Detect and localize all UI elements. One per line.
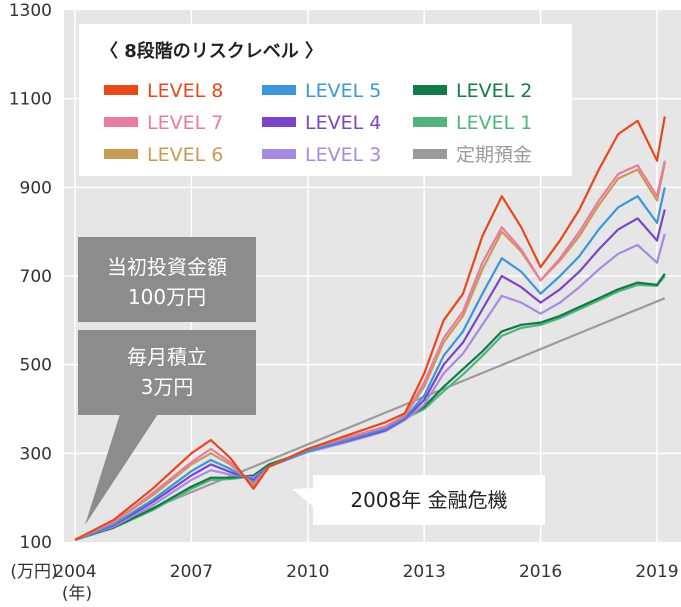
legend-box xyxy=(79,24,572,176)
series-line xyxy=(74,209,666,541)
series-line xyxy=(74,116,666,541)
x-axis-unit-label: (年) xyxy=(62,584,92,604)
series-line xyxy=(74,162,666,541)
y-tick-label: 700 xyxy=(20,267,52,287)
callout-monthly-investment: 毎月積立 3万円 xyxy=(78,330,256,525)
x-tick-label: 2016 xyxy=(519,562,562,582)
legend-swatch xyxy=(104,85,138,95)
x-tick-label: 2013 xyxy=(403,562,446,582)
callout-monthly-line-1: 毎月積立 xyxy=(127,345,207,369)
legend-title: 〈 8段階のリスクレベル 〉 xyxy=(100,40,323,62)
callout-monthly-pointer xyxy=(85,414,158,525)
legend-label: LEVEL 3 xyxy=(305,144,381,166)
callout-initial-investment: 当初投資金額 100万円 xyxy=(78,237,256,322)
x-tick-label: 2004 xyxy=(53,562,96,582)
legend-label: LEVEL 1 xyxy=(456,112,532,134)
x-tick-label: 2010 xyxy=(286,562,329,582)
crisis-annotation: 2008年 金融危機 xyxy=(292,475,545,525)
legend-swatch xyxy=(413,117,447,127)
legend-label: LEVEL 6 xyxy=(147,144,223,166)
series-line xyxy=(74,273,666,541)
y-tick-label: 900 xyxy=(20,178,52,198)
y-axis-ticks: 100 300 500 700 900 1100 1300 xyxy=(9,1,52,553)
legend-swatch xyxy=(262,85,296,95)
crisis-box xyxy=(313,475,545,525)
callout-initial-box xyxy=(78,237,256,322)
legend-swatch xyxy=(413,85,447,95)
y-tick-label: 300 xyxy=(20,444,52,464)
y-tick-label: 500 xyxy=(20,356,52,376)
y-axis-unit-label: (万円) xyxy=(10,562,57,582)
series-line xyxy=(74,233,666,541)
legend-swatch xyxy=(262,117,296,127)
y-tick-label: 1300 xyxy=(9,1,52,21)
callout-initial-line-2: 100万円 xyxy=(128,285,206,309)
legend-label: LEVEL 8 xyxy=(147,80,223,102)
legend-swatch xyxy=(104,117,138,127)
legend-swatch xyxy=(262,149,296,159)
x-axis-ticks: 2004 2007 2010 2013 2016 2019 xyxy=(53,562,678,582)
series-layer xyxy=(74,116,666,541)
y-tick-label: 1100 xyxy=(9,90,52,110)
legend-label: LEVEL 4 xyxy=(305,112,381,134)
callout-initial-line-1: 当初投資金額 xyxy=(107,255,227,279)
crisis-pointer xyxy=(292,488,314,507)
y-tick-label: 100 xyxy=(20,533,52,553)
legend-items: LEVEL 8 LEVEL 7 LEVEL 6 LEVEL 5 LEVEL 4 LEVEL… xyxy=(104,80,532,166)
legend-label: LEVEL 5 xyxy=(305,80,381,102)
legend-label: 定期預金 xyxy=(456,144,532,166)
x-tick-label: 2019 xyxy=(635,562,678,582)
series-line xyxy=(74,187,666,541)
legend-label: LEVEL 2 xyxy=(456,80,532,102)
legend-label: LEVEL 7 xyxy=(147,112,223,134)
series-line xyxy=(74,275,666,541)
callout-monthly-line-2: 3万円 xyxy=(141,375,194,399)
crisis-label: 2008年 金融危機 xyxy=(350,488,507,512)
x-tick-label: 2007 xyxy=(170,562,213,582)
legend-swatch xyxy=(104,149,138,159)
legend-swatch xyxy=(413,149,447,159)
callout-monthly-box xyxy=(78,330,256,415)
series-line xyxy=(74,160,666,541)
